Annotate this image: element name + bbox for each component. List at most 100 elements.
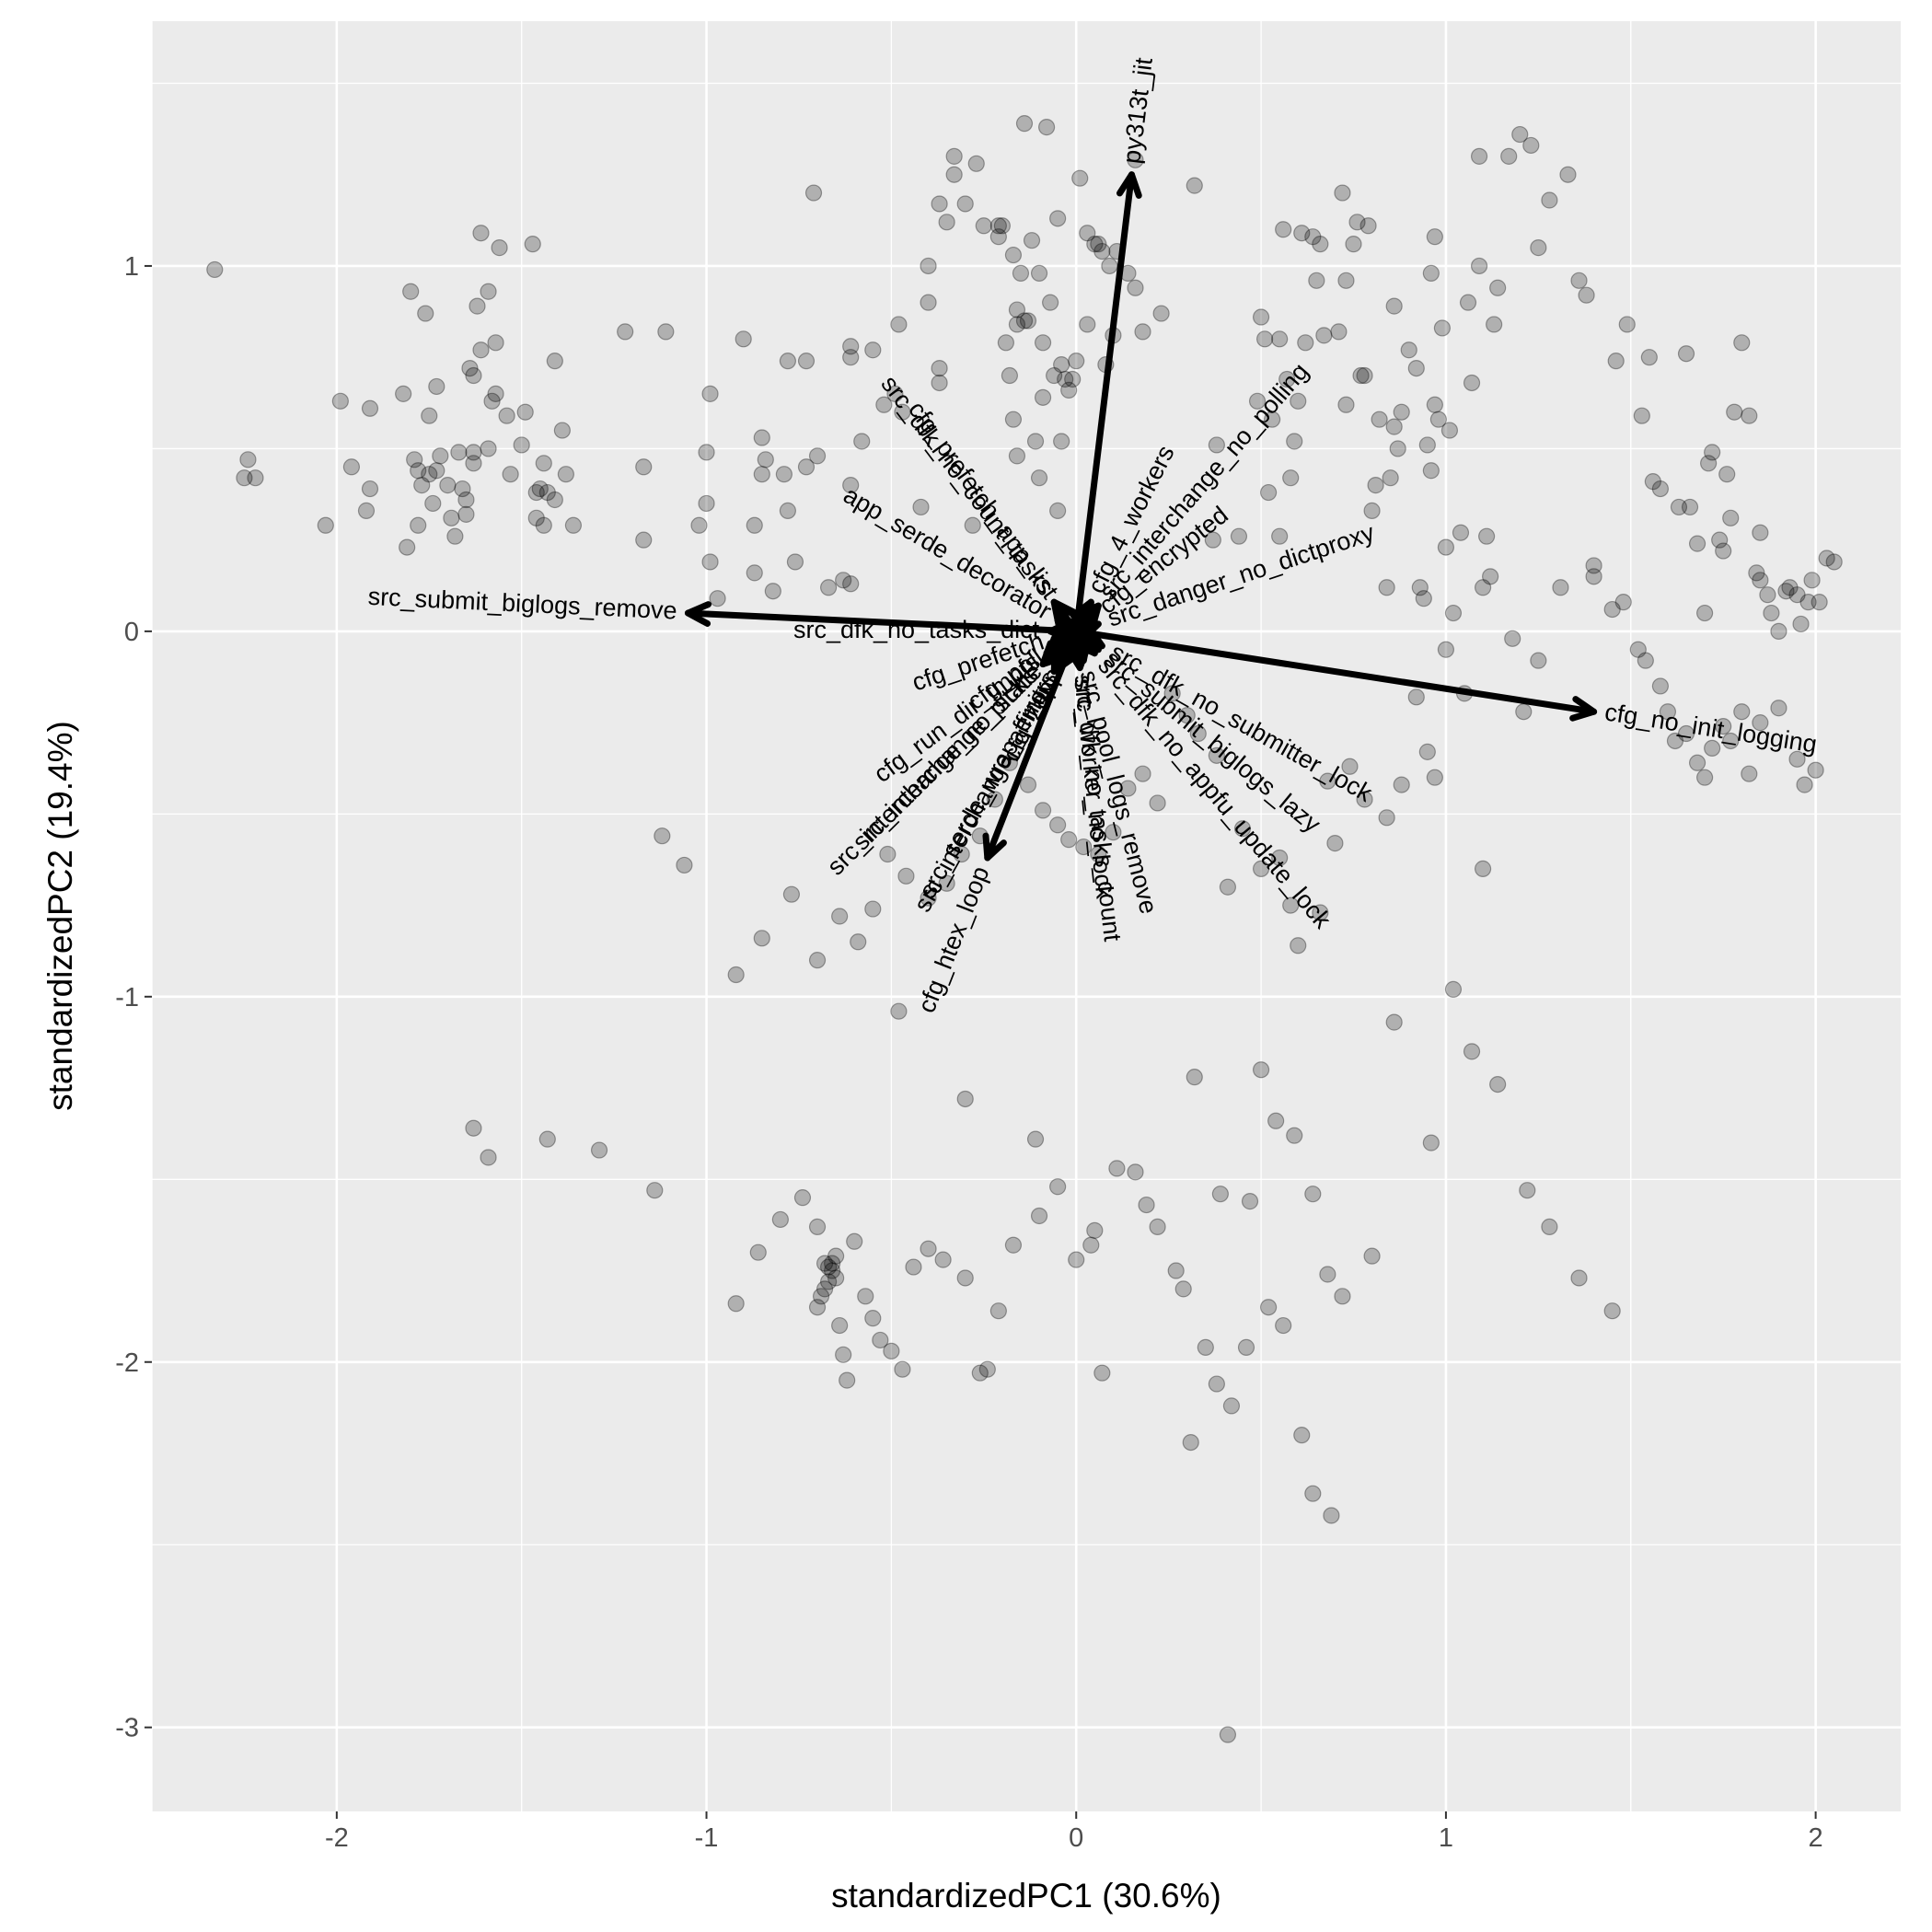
- data-point: [1090, 845, 1107, 863]
- data-point: [1378, 809, 1395, 827]
- data-point: [1015, 312, 1034, 330]
- data-point: [557, 466, 574, 483]
- data-point: [1337, 272, 1355, 289]
- loading-label: src_dfk_no_tasks_dict: [793, 616, 1040, 643]
- data-point: [1053, 356, 1070, 374]
- data-point: [1489, 1075, 1507, 1093]
- data-point: [1004, 1236, 1023, 1254]
- data-point: [1233, 820, 1252, 838]
- data-point: [1570, 272, 1588, 289]
- data-point: [1482, 568, 1499, 585]
- data-point: [967, 155, 985, 172]
- data-point: [1618, 316, 1636, 333]
- data-point: [945, 147, 963, 165]
- data-point: [1718, 466, 1736, 483]
- data-point: [331, 392, 349, 410]
- data-point: [1134, 323, 1151, 341]
- data-point: [590, 1141, 608, 1159]
- data-point: [465, 455, 482, 472]
- data-point: [782, 885, 801, 903]
- data-point: [1629, 641, 1647, 658]
- data-point: [1049, 1178, 1067, 1196]
- data-point: [1356, 366, 1373, 385]
- data-point: [1459, 294, 1477, 311]
- data-point: [1330, 323, 1348, 341]
- data-point: [779, 353, 797, 370]
- data-point: [857, 1288, 874, 1305]
- data-point: [956, 195, 974, 213]
- data-point: [920, 1240, 937, 1257]
- data-point: [1326, 835, 1344, 852]
- data-point: [1777, 583, 1795, 600]
- data-point: [698, 494, 715, 513]
- data-point: [1418, 436, 1436, 454]
- data-point: [986, 791, 1003, 808]
- data-point: [1603, 1302, 1621, 1320]
- data-point: [1681, 498, 1699, 516]
- data-point: [635, 458, 653, 476]
- data-point: [1541, 1218, 1558, 1235]
- data-point: [439, 477, 457, 494]
- data-point: [864, 900, 882, 918]
- data-point: [1578, 286, 1595, 304]
- data-point: [816, 1255, 834, 1272]
- data-point: [1275, 221, 1292, 238]
- data-point: [1312, 236, 1329, 253]
- data-point: [1437, 641, 1455, 658]
- data-point: [465, 1119, 482, 1137]
- data-point: [1704, 739, 1721, 758]
- data-point: [1666, 732, 1684, 750]
- data-point: [1034, 334, 1052, 352]
- data-point: [457, 505, 475, 523]
- data-point: [1068, 1251, 1085, 1268]
- data-point: [808, 952, 827, 969]
- data-point: [1304, 1485, 1322, 1502]
- data-point: [1530, 239, 1547, 257]
- data-point: [1189, 724, 1207, 743]
- data-point: [853, 433, 871, 450]
- y-axis-title: standardizedPC2 (19.4%): [41, 721, 79, 1111]
- data-point: [975, 217, 992, 235]
- data-point: [1371, 411, 1388, 428]
- data-point: [1049, 210, 1067, 227]
- data-point: [531, 480, 549, 498]
- plot-panel: [152, 21, 1901, 1811]
- data-point: [827, 1247, 845, 1265]
- data-point: [793, 1189, 812, 1207]
- data-point: [1334, 1288, 1351, 1305]
- data-point: [1429, 411, 1447, 428]
- data-point: [1211, 1186, 1229, 1203]
- data-point: [247, 469, 264, 487]
- data-point: [842, 338, 860, 355]
- data-point: [1019, 776, 1037, 793]
- data-point: [1418, 743, 1436, 760]
- data-point: [989, 228, 1007, 246]
- loading-arrowhead: [1116, 171, 1142, 199]
- data-point: [1552, 579, 1569, 596]
- data-point: [1057, 370, 1074, 388]
- data-point: [469, 297, 486, 315]
- data-point: [850, 933, 867, 951]
- data-point: [753, 930, 770, 947]
- data-point: [690, 516, 708, 534]
- data-point: [1060, 381, 1078, 399]
- x-tick-label: -1: [695, 1823, 719, 1853]
- data-point: [886, 385, 904, 402]
- data-point: [835, 1346, 852, 1363]
- data-point: [1008, 316, 1026, 333]
- data-point: [527, 509, 545, 526]
- data-point: [1071, 169, 1089, 187]
- data-point: [1452, 524, 1470, 541]
- data-point: [989, 217, 1007, 235]
- data-point: [824, 1255, 841, 1272]
- data-point: [1174, 1280, 1192, 1298]
- data-point: [1230, 527, 1248, 545]
- data-point: [1219, 1726, 1237, 1743]
- data-point: [402, 283, 420, 300]
- data-point: [1763, 604, 1780, 622]
- data-point: [989, 1302, 1007, 1320]
- data-point: [735, 330, 752, 348]
- data-point: [1068, 353, 1085, 370]
- x-tick-label: 0: [1069, 1823, 1083, 1853]
- data-point: [1127, 279, 1144, 296]
